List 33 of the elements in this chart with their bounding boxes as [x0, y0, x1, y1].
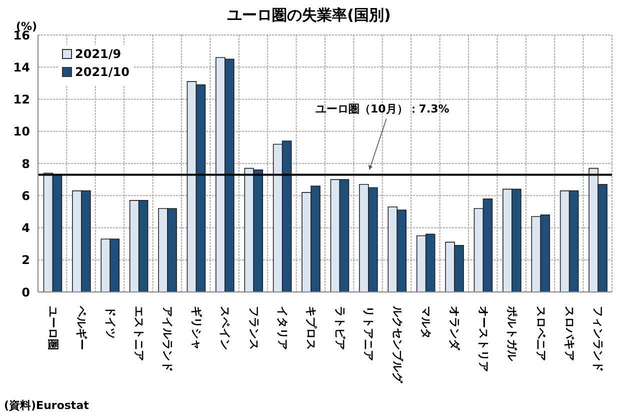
y-tick-label: 4	[22, 221, 30, 236]
y-tick-label: 8	[22, 156, 30, 171]
text: (資料)Eurostat	[4, 398, 89, 413]
x-tick-label: アイルランド	[161, 306, 174, 372]
x-tick-label: ユーロ圏	[46, 306, 60, 350]
x-tick-label: ラトビア	[333, 306, 346, 350]
x-tick-label: スペイン	[218, 306, 232, 350]
x-tick-label: ギリシャ	[190, 306, 203, 350]
ref-line-label: ユーロ圏（10月）：7.3%	[315, 102, 450, 116]
x-tick-label: スロバキア	[562, 306, 576, 361]
x-tick-label: マルタ	[419, 306, 432, 339]
x-tick-label: キプロス	[304, 306, 318, 350]
x-tick-label: オーストリア	[476, 306, 490, 372]
y-tick-label: 0	[22, 285, 30, 300]
y-tick-label: 2	[22, 253, 30, 268]
y-tick-label: 12	[13, 92, 30, 107]
x-tick-label: リトアニア	[362, 306, 376, 361]
y-tick-label: 14	[13, 60, 30, 74]
legend-label: 2021/9	[74, 47, 122, 61]
x-tick-label: フィンランド	[592, 306, 605, 372]
y-tick-label: 10	[13, 124, 30, 139]
x-tick-label: ポルトガル	[506, 305, 519, 362]
x-tick-label: スロベニア	[534, 306, 548, 361]
x-tick-label: ルクセンブルグ	[390, 305, 404, 384]
y-tick-label: 6	[22, 188, 30, 203]
x-tick-label: イタリア	[276, 306, 289, 350]
x-tick-label: ベルギー	[75, 305, 88, 350]
chart-title: ユーロ圏の失業率(国別)	[227, 6, 391, 24]
x-tick-label: フランス	[247, 306, 260, 350]
x-tick-label: ドイツ	[104, 306, 117, 339]
x-tick-label: エストニア	[132, 306, 146, 361]
legend-label: 2021/10	[74, 65, 130, 79]
x-tick-label: オランダ	[448, 306, 462, 351]
